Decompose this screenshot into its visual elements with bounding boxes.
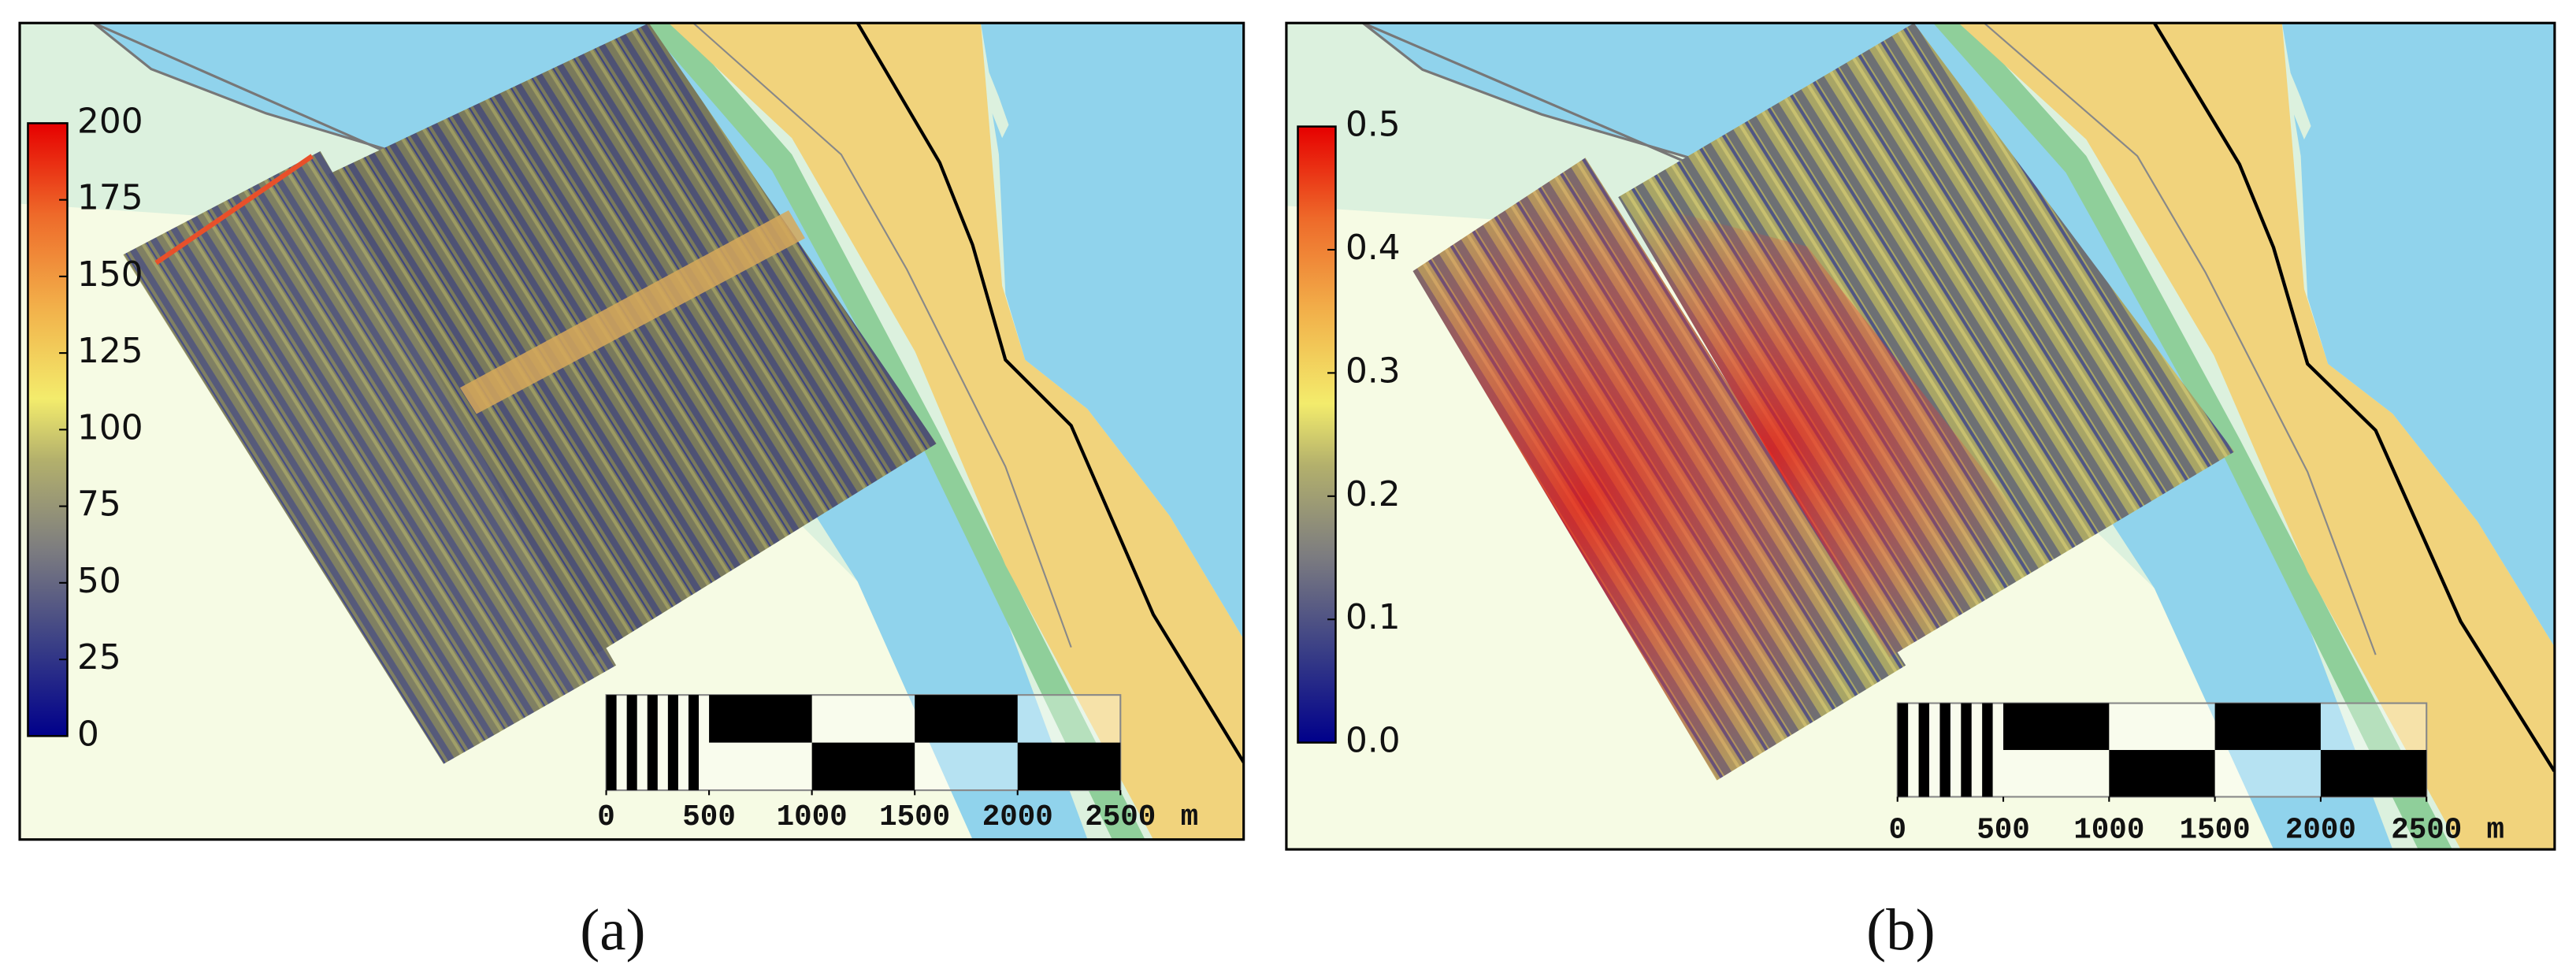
panel-caption: (b)	[1866, 897, 1936, 963]
scalebar-label: 2000	[2285, 815, 2356, 848]
scalebar-cell	[1897, 703, 1909, 797]
scalebar-label: 1500	[879, 801, 950, 834]
colorbar-tick-label: 0	[77, 714, 99, 754]
colorbar-tick-label: 0.0	[1346, 721, 1401, 761]
colorbar-tick-label: 0.3	[1346, 351, 1401, 391]
scalebar-cell	[1961, 703, 1972, 797]
mosaic-block	[123, 150, 617, 764]
colorbar-tick-label: 0.1	[1346, 597, 1401, 637]
colorbar-tick-label: 75	[77, 484, 121, 525]
colorbar-tick-label: 175	[77, 178, 143, 218]
scalebar-cell	[1939, 703, 1951, 797]
scalebar-label: 1500	[2180, 815, 2251, 848]
mosaic-block	[328, 23, 937, 658]
scalebar-cell	[606, 695, 617, 791]
colorbar-tick-label: 0.2	[1346, 474, 1401, 514]
scalebar-label: 500	[682, 801, 736, 834]
scalebar-unit: m	[1181, 801, 1199, 834]
mosaic-tint	[1412, 158, 1906, 781]
colorbar-tick-label: 25	[77, 637, 121, 677]
panel-frame	[18, 21, 1245, 841]
map-panel	[20, 23, 1244, 839]
scalebar-cell	[647, 695, 658, 791]
panel-caption: (a)	[580, 897, 645, 963]
scalebar-cell	[1918, 703, 1929, 797]
scalebar-cell	[2003, 703, 2110, 751]
scalebar-cell	[915, 695, 1018, 743]
scalebar-cell	[626, 695, 637, 791]
scalebar-label: 0	[597, 801, 615, 834]
mosaic-tint	[1618, 197, 2054, 658]
scalebar-label: 500	[1977, 815, 2030, 848]
colorbar-tick-label: 200	[77, 101, 143, 141]
scalebar-cell	[709, 695, 812, 743]
scalebar-cell	[811, 742, 915, 791]
scalebar-label: 2500	[1085, 801, 1156, 834]
panel-frame	[1285, 21, 2556, 851]
mosaic-block	[1618, 23, 2235, 658]
scalebar-unit: m	[2487, 815, 2505, 848]
mosaic-band	[459, 210, 805, 414]
colorbar-tick-label: 125	[77, 331, 143, 371]
colorbar-tick-label: 150	[77, 254, 143, 295]
scalebar-label: 2000	[982, 801, 1053, 834]
colorbar-tick-label: 100	[77, 407, 143, 447]
scalebar-cell	[1982, 703, 1993, 797]
map-panel	[1286, 23, 2555, 849]
scalebar-cell	[1017, 742, 1121, 791]
scalebar-cell	[2320, 750, 2427, 797]
scalebar-cell	[667, 695, 678, 791]
colorbar-tick-label: 50	[77, 561, 121, 601]
scalebar-cell	[688, 695, 700, 791]
mosaic-edge	[154, 154, 314, 265]
scalebar-cell	[2109, 750, 2215, 797]
colorbar-tick-label: 0.5	[1346, 105, 1401, 145]
scalebar-label: 1000	[2073, 815, 2144, 848]
colorbar	[1297, 125, 1337, 744]
colorbar-tick-label: 0.4	[1346, 228, 1401, 268]
scalebar-label: 0	[1888, 815, 1906, 848]
scalebar-cell	[2214, 703, 2321, 751]
scalebar-label: 2500	[2391, 815, 2462, 848]
scalebar-label: 1000	[777, 801, 848, 834]
